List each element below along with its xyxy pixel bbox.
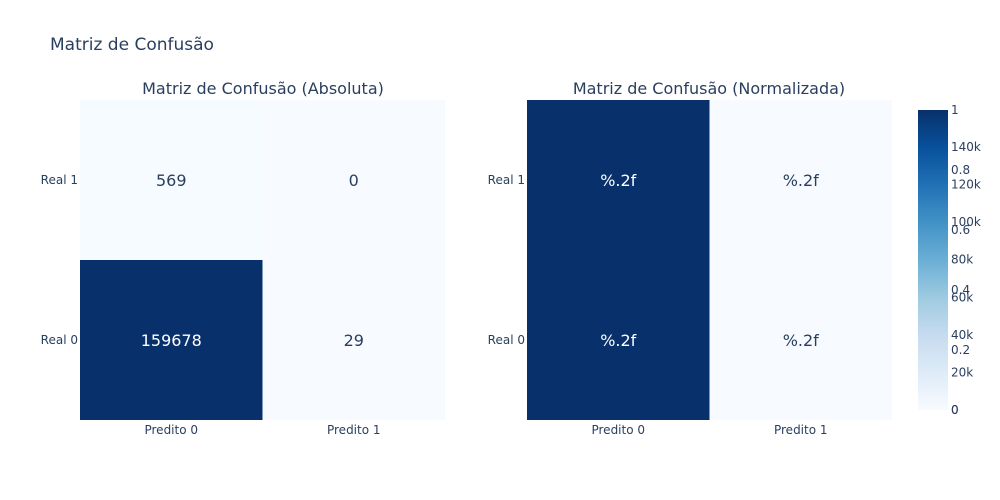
cell-label-absolute-0-0: 159678 — [141, 331, 202, 350]
colorbar-tick-absolute: 140k — [951, 140, 981, 154]
colorbar-tick-absolute: 20k — [951, 365, 973, 379]
colorbar-tick-absolute: 80k — [951, 253, 973, 267]
colorbar-tick-normalized: 0 — [951, 403, 959, 417]
colorbar-tick-absolute: 60k — [951, 290, 973, 304]
heatmap-normalized: %.2f %.2f %.2f %.2f Predito 0 Predito 1 Real 0… — [488, 100, 892, 437]
cell-label-normalized-1-1: %.2f — [783, 171, 819, 190]
subplot-title-normalized: Matriz de Confusão (Normalizada) — [573, 79, 845, 98]
colorbar-gradient — [918, 110, 948, 410]
heatmap-cell-normalized-1-1 — [709, 100, 892, 260]
colorbar-tick-absolute: 40k — [951, 328, 973, 342]
colorbar-tick-normalized: 0.8 — [951, 163, 970, 177]
cell-label-absolute-1-1: 0 — [349, 171, 359, 190]
y-tick-label: Real 1 — [488, 173, 525, 187]
colorbar-tick-normalized: 0.2 — [951, 343, 970, 357]
heatmap-cell-absolute-0-0 — [80, 260, 263, 420]
colorbar-tick-normalized: 0.4 — [951, 283, 970, 297]
x-tick-label: Predito 1 — [774, 423, 828, 437]
heatmap-absolute: 159678 29 569 0 Predito 0 Predito 1 Real 0 Real… — [41, 100, 445, 437]
cell-label-normalized-0-0: %.2f — [600, 331, 636, 350]
colorbar-tick-normalized: 0.6 — [951, 223, 970, 237]
heatmap-cell-normalized-0-1 — [709, 260, 892, 420]
heatmap-cell-absolute-1-1 — [262, 100, 445, 260]
x-tick-label: Predito 0 — [591, 423, 645, 437]
cell-label-normalized-0-1: %.2f — [783, 331, 819, 350]
colorbar-tick-absolute: 100k — [951, 215, 981, 229]
y-tick-label: Real 0 — [488, 333, 525, 347]
cell-label-absolute-0-1: 29 — [344, 331, 364, 350]
cell-label-absolute-1-0: 569 — [156, 171, 187, 190]
heatmap-cell-absolute-0-1 — [262, 260, 445, 420]
heatmap-cell-normalized-1-0 — [527, 100, 710, 260]
subplot-title-absolute: Matriz de Confusão (Absoluta) — [142, 79, 384, 98]
heatmap-cell-absolute-1-0 — [80, 100, 263, 260]
cell-label-normalized-1-0: %.2f — [600, 171, 636, 190]
x-tick-label: Predito 0 — [144, 423, 198, 437]
figure-title: Matriz de Confusão — [50, 35, 214, 55]
y-tick-label: Real 1 — [41, 173, 78, 187]
colorbar-tick-absolute: 0 — [951, 403, 959, 417]
colorbar-tick-normalized: 1 — [951, 103, 959, 117]
x-tick-label: Predito 1 — [327, 423, 381, 437]
colorbar-tick-absolute: 120k — [951, 178, 981, 192]
y-tick-label: Real 0 — [41, 333, 78, 347]
heatmap-cell-normalized-0-0 — [527, 260, 710, 420]
